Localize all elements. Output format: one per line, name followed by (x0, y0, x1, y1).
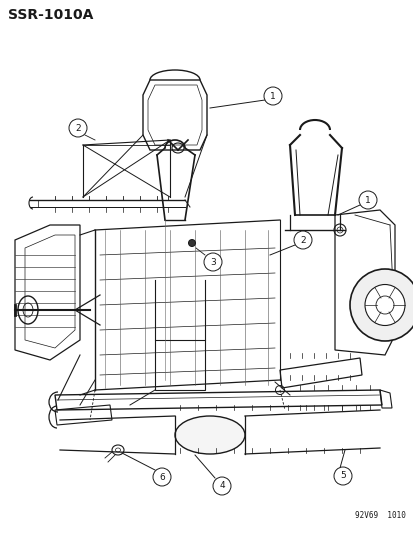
Text: SSR-1010A: SSR-1010A (8, 8, 93, 22)
Circle shape (333, 467, 351, 485)
Text: 2: 2 (75, 124, 81, 133)
Text: 6: 6 (159, 472, 164, 481)
Text: 1: 1 (269, 92, 275, 101)
Text: 3: 3 (210, 257, 215, 266)
Circle shape (212, 477, 230, 495)
Text: 5: 5 (339, 472, 345, 481)
Circle shape (358, 191, 376, 209)
Ellipse shape (349, 269, 413, 341)
Text: 2: 2 (299, 236, 305, 245)
Circle shape (263, 87, 281, 105)
Circle shape (293, 231, 311, 249)
Text: 92V69  1010: 92V69 1010 (354, 511, 405, 520)
Circle shape (153, 468, 171, 486)
Circle shape (204, 253, 221, 271)
Ellipse shape (188, 239, 195, 246)
Ellipse shape (175, 416, 244, 454)
Circle shape (69, 119, 87, 137)
Text: 1: 1 (364, 196, 370, 205)
Text: 4: 4 (218, 481, 224, 490)
Ellipse shape (364, 285, 404, 326)
